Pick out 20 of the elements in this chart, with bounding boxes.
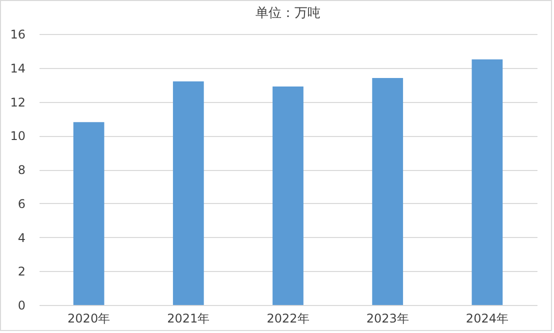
y-tick-label: 2 — [18, 264, 26, 279]
y-tick-label: 10 — [10, 129, 26, 144]
bar — [472, 59, 503, 305]
x-tick-label: 2023年 — [366, 312, 409, 326]
x-tick-label: 2021年 — [167, 312, 210, 326]
bar — [172, 81, 204, 305]
y-tick-label: 12 — [10, 95, 26, 110]
x-tick-label: 2020年 — [68, 312, 110, 326]
y-tick-label: 16 — [10, 28, 26, 42]
x-tick-label: 2024年 — [466, 312, 508, 326]
bar — [73, 122, 104, 305]
y-tick-label: 6 — [18, 196, 26, 211]
bar — [372, 78, 404, 305]
chart-title: 单位：万吨 — [256, 6, 320, 21]
y-tick-label: 0 — [18, 298, 26, 312]
bar — [272, 86, 304, 305]
y-tick-label: 14 — [10, 61, 26, 76]
y-tick-label: 4 — [18, 230, 26, 245]
x-tick-label: 2022年 — [266, 312, 310, 326]
y-tick-label: 8 — [18, 163, 26, 177]
